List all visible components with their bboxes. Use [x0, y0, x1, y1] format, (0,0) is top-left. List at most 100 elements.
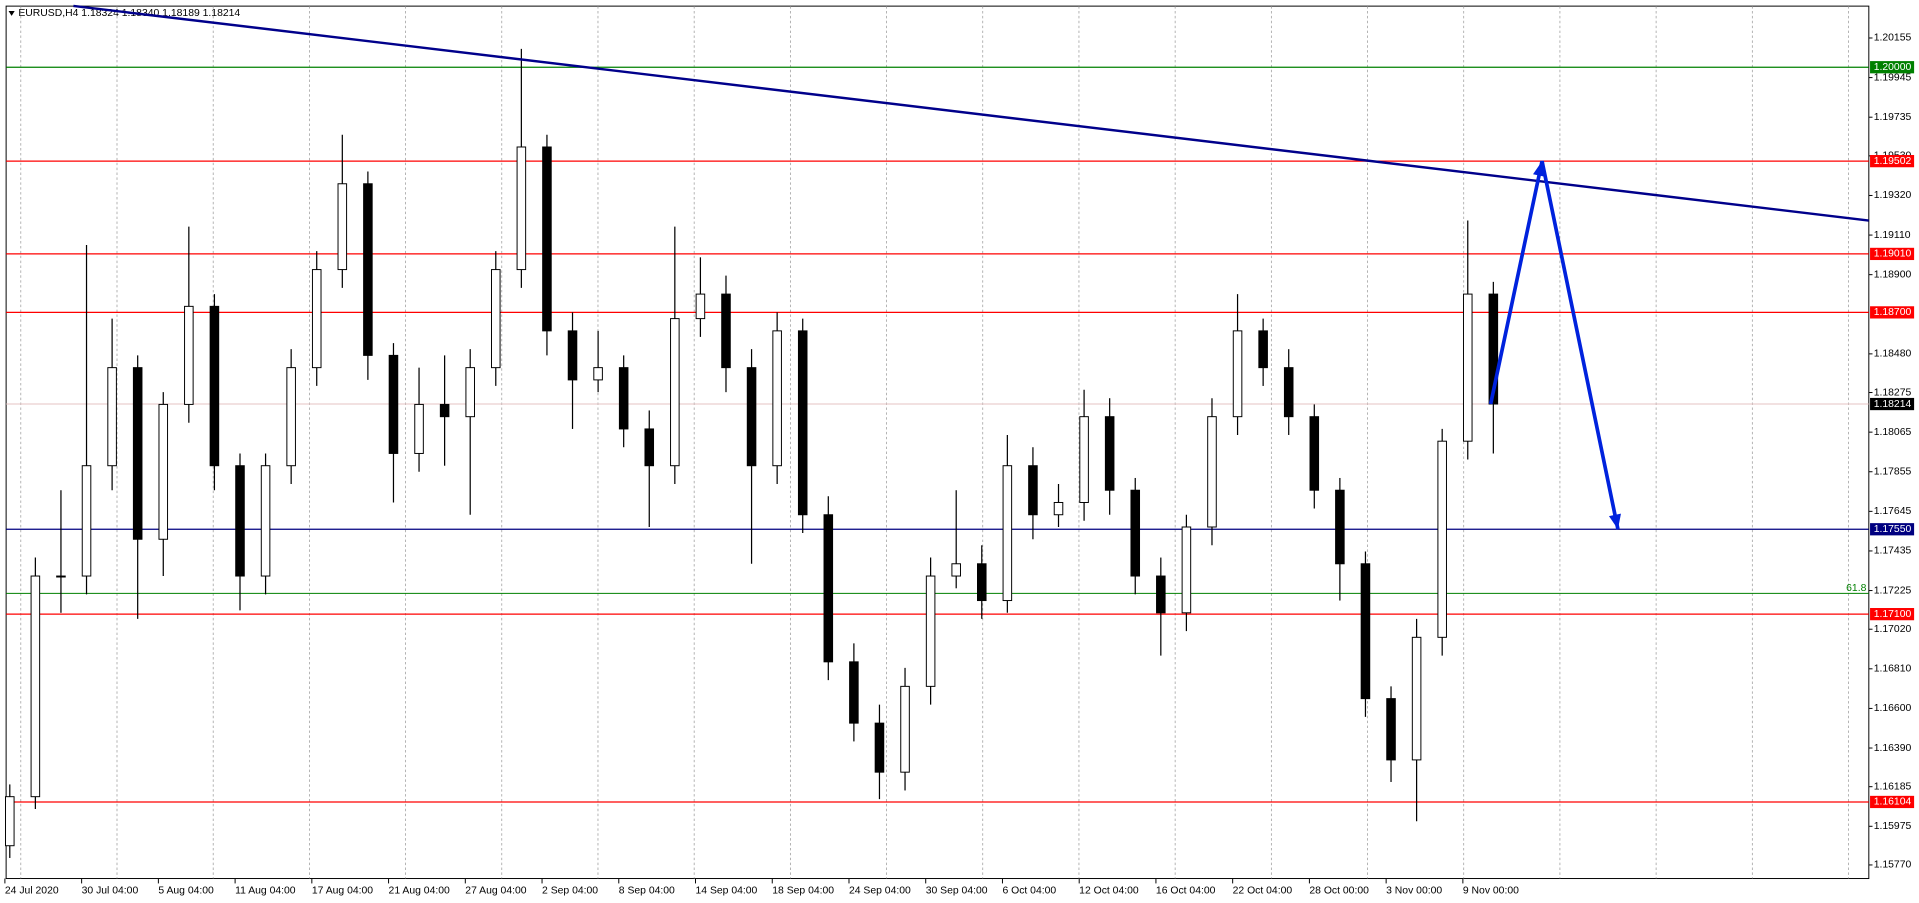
candle-body: [132, 367, 143, 540]
candle-body: [1232, 330, 1243, 418]
x-tick-label: 12 Oct 04:00: [1079, 886, 1139, 897]
x-tick-label: 30 Jul 04:00: [82, 886, 139, 897]
candle-body: [30, 575, 41, 798]
candle-body: [1028, 465, 1038, 516]
candle-body: [184, 305, 194, 405]
x-tick-label: 11 Aug 04:00: [235, 886, 296, 897]
candle-body: [1258, 330, 1268, 369]
y-tick-label: 1.16390: [1874, 743, 1912, 754]
price-tag-label: 1.17100: [1874, 609, 1912, 620]
candle-body: [670, 318, 680, 467]
y-tick-label: 1.18065: [1874, 427, 1912, 438]
candle-body: [644, 428, 655, 467]
candle-body: [823, 514, 834, 663]
y-tick-label: 1.16810: [1874, 664, 1912, 675]
candle-body: [286, 367, 296, 467]
candle-body: [158, 403, 169, 540]
x-tick-label: 30 Sep 04:00: [926, 886, 988, 897]
candle-body: [1104, 416, 1115, 491]
candle-body: [849, 661, 859, 724]
candle-body: [951, 563, 961, 577]
price-tag-label: 1.18700: [1874, 307, 1912, 318]
price-tag: [1870, 795, 1915, 809]
candle-body: [900, 685, 910, 773]
candle-body: [618, 367, 629, 430]
fib-label: 61.8: [1846, 583, 1866, 594]
y-tick-label: 1.17435: [1874, 546, 1912, 557]
candle-body: [107, 367, 117, 467]
x-tick-label: 24 Sep 04:00: [849, 886, 911, 897]
price-tag-label: 1.19502: [1874, 156, 1912, 167]
candle-body: [439, 403, 450, 418]
price-tag: [1870, 397, 1915, 411]
x-tick-label: 5 Aug 04:00: [158, 886, 214, 897]
candle-body: [721, 293, 731, 369]
candle-body: [1156, 575, 1166, 614]
candle-body: [1283, 367, 1294, 418]
x-tick-label: 27 Aug 04:00: [465, 886, 526, 897]
candle-body: [1181, 526, 1192, 614]
candle-body: [977, 563, 987, 602]
candle-body: [491, 269, 501, 369]
y-tick-label: 1.15975: [1874, 821, 1912, 832]
price-tag: [1870, 155, 1915, 168]
candle-body: [1335, 489, 1345, 565]
x-tick-label: 9 Nov 00:00: [1463, 886, 1519, 897]
candle-body: [1002, 465, 1013, 602]
candle-body: [567, 330, 578, 381]
y-tick-label: 1.17855: [1874, 466, 1912, 477]
y-tick-label: 1.19945: [1874, 72, 1912, 83]
x-tick-label: 2 Sep 04:00: [542, 886, 598, 897]
candle-body: [260, 465, 271, 577]
candle-body: [1437, 440, 1447, 638]
x-tick-label: 21 Aug 04:00: [389, 886, 450, 897]
candle-body: [1053, 501, 1064, 516]
trendline: [73, 4, 1869, 222]
candle-body: [1309, 416, 1320, 491]
arrow-head: [1608, 513, 1621, 530]
candle-body: [1079, 416, 1089, 503]
candle-body: [695, 293, 706, 320]
price-tag-label: 1.20000: [1874, 62, 1912, 73]
y-tick-label: 1.20155: [1874, 33, 1912, 44]
candle-body: [5, 796, 15, 847]
candle-body: [516, 146, 527, 271]
y-tick-label: 1.16600: [1874, 703, 1912, 714]
x-tick-label: 22 Oct 04:00: [1233, 886, 1293, 897]
candle-body: [235, 465, 245, 577]
price-tag: [1870, 608, 1915, 621]
x-tick-label: 16 Oct 04:00: [1156, 886, 1216, 897]
arrow-head: [1533, 161, 1546, 177]
y-tick-label: 1.15770: [1874, 860, 1912, 871]
candle-body: [797, 330, 808, 516]
candle-body: [874, 722, 885, 773]
y-tick-label: 1.18275: [1874, 387, 1912, 398]
candle-body: [209, 305, 220, 467]
candle-body: [337, 183, 348, 271]
candle-body: [1462, 293, 1473, 442]
candle-body: [414, 403, 424, 454]
price-tag: [1870, 247, 1915, 261]
candle-body: [388, 354, 399, 454]
price-tag-label: 1.19010: [1874, 249, 1912, 260]
x-tick-label: 17 Aug 04:00: [312, 886, 373, 897]
candle-body: [81, 465, 92, 577]
candle-body: [1386, 698, 1396, 761]
price-tag-label: 1.18214: [1874, 399, 1912, 410]
menu-triangle[interactable]: [8, 11, 15, 16]
y-tick-label: 1.16185: [1874, 781, 1912, 792]
price-tag-label: 1.16104: [1874, 797, 1912, 808]
candle-body: [925, 575, 936, 687]
candle-body: [465, 367, 475, 418]
candle-body: [363, 183, 373, 356]
y-tick-label: 1.19735: [1874, 112, 1912, 123]
candle-body: [1488, 293, 1499, 405]
x-tick-label: 3 Nov 00:00: [1386, 886, 1442, 897]
x-tick-label: 28 Oct 00:00: [1309, 886, 1369, 897]
y-tick-label: 1.17645: [1874, 506, 1912, 517]
candle-body: [1360, 563, 1371, 700]
x-tick-label: 18 Sep 04:00: [772, 886, 834, 897]
candle-body: [1207, 416, 1217, 528]
y-tick-label: 1.17225: [1874, 585, 1912, 596]
price-tag: [1870, 61, 1915, 74]
